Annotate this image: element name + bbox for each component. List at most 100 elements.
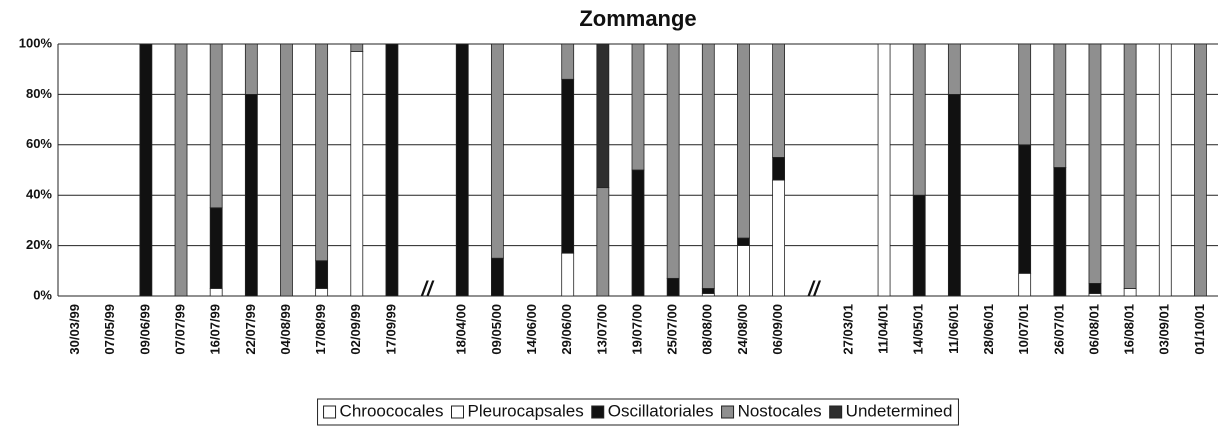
axis-break: //: [807, 278, 822, 300]
bar-segment: [701, 43, 715, 289]
legend-swatch: [323, 405, 337, 419]
bar-segment: [877, 43, 891, 297]
legend-swatch: [829, 405, 843, 419]
bar-segment: [1018, 144, 1032, 274]
x-tick-label: 02/09/99: [348, 304, 363, 355]
bar-segment: [315, 260, 329, 289]
legend-label: Chroococales: [340, 401, 444, 420]
bar-segment: [1053, 43, 1067, 168]
x-tick-label: 16/07/99: [208, 304, 223, 355]
bar-segment: [350, 43, 364, 52]
bar-segment: [1123, 288, 1137, 297]
bar-segment: [737, 245, 750, 297]
bar-segment: [912, 43, 926, 196]
x-tick-label: 06/08/01: [1086, 304, 1101, 355]
legend: Chroococales Pleurocapsales Oscillatoriale…: [317, 398, 959, 426]
legend-label: Pleurocapsales: [468, 401, 584, 420]
bar-segment: [947, 94, 961, 297]
x-tick-label: 08/08/00: [700, 304, 715, 355]
x-tick-label: 14/05/01: [911, 304, 926, 355]
bar-segment: [1053, 167, 1067, 297]
bar-segment: [1018, 272, 1032, 297]
bar-segment: [596, 43, 610, 189]
bar-segment: [1123, 43, 1137, 289]
bar-segment: [209, 43, 223, 209]
bar-segment: [772, 43, 786, 158]
y-tick-label: 100%: [19, 35, 53, 50]
bar-segment: [280, 43, 293, 297]
x-tick-label: 29/06/00: [559, 304, 574, 355]
bar-segment: [737, 237, 750, 246]
x-tick-label: 17/08/99: [313, 304, 328, 355]
x-tick-label: 07/05/99: [102, 304, 117, 355]
x-tick-label: 16/08/01: [1122, 304, 1137, 355]
legend-swatch: [451, 405, 464, 419]
x-tick-label: 25/07/00: [665, 304, 680, 355]
axis-break: //: [421, 278, 436, 300]
bar-segment: [490, 43, 504, 259]
bar-segment: [244, 43, 258, 95]
bar-segment: [209, 207, 223, 289]
x-tick-label: 09/06/99: [137, 304, 152, 355]
bar-segment: [315, 43, 329, 262]
bar-segment: [737, 43, 750, 239]
legend-label: Undetermined: [846, 401, 953, 420]
bar-segment: [631, 169, 645, 297]
bar-segment: [631, 43, 645, 171]
y-tick-label: 40%: [26, 187, 52, 202]
bar-segment: [1088, 43, 1102, 284]
y-tick-label: 80%: [26, 86, 52, 101]
legend-label: Nostocales: [738, 401, 822, 420]
bar-segment: [561, 78, 575, 254]
bar-segment: [596, 187, 610, 297]
bar-segment: [139, 43, 153, 297]
bar-segment: [666, 277, 680, 297]
bar-segment: [772, 156, 786, 181]
bar-segment: [947, 43, 961, 95]
x-tick-label: 22/07/99: [243, 304, 258, 355]
bar-segment: [666, 43, 680, 279]
x-tick-label: 06/09/00: [770, 304, 785, 355]
bar-segment: [244, 94, 258, 297]
y-tick-label: 20%: [26, 237, 52, 252]
bar-segment: [315, 288, 329, 297]
bar-segment: [1018, 43, 1032, 146]
x-tick-label: 17/09/99: [383, 304, 398, 355]
x-tick-label: 14/06/00: [524, 304, 539, 355]
chart-title: Zommange: [579, 6, 696, 31]
bar-segment: [490, 257, 504, 297]
bar-segment: [209, 288, 223, 297]
bar-segment: [701, 288, 715, 294]
x-tick-label: 24/08/00: [735, 304, 750, 355]
x-tick-label: 13/07/00: [594, 304, 609, 355]
bar-segment: [385, 43, 399, 297]
legend-box: [317, 398, 959, 426]
bar-segment: [350, 51, 364, 297]
bar-segment: [1088, 282, 1102, 294]
bar-segment: [455, 43, 469, 297]
bar-segment: [772, 179, 786, 297]
legend-label: Oscillatoriales: [608, 401, 714, 420]
bar-segment: [174, 43, 188, 297]
x-tick-label: 03/09/01: [1157, 304, 1172, 355]
legend-swatch: [591, 405, 605, 419]
x-tick-label: 10/07/01: [1016, 304, 1031, 355]
x-tick-label: 18/04/00: [454, 304, 469, 355]
x-tick-label: 04/08/99: [278, 304, 293, 355]
x-tick-label: 11/04/01: [875, 304, 890, 354]
x-tick-label: 30/03/99: [67, 304, 82, 355]
y-tick-label: 60%: [26, 136, 52, 151]
bar-segment: [561, 43, 575, 80]
x-tick-label: 19/07/00: [629, 304, 644, 355]
bar-segment: [1158, 43, 1172, 297]
x-tick-label: 09/05/00: [489, 304, 504, 355]
x-tick-label: 11/06/01: [946, 304, 961, 354]
bar-segment: [561, 252, 575, 297]
x-tick-label: 01/10/01: [1192, 304, 1207, 355]
x-tick-label: 26/07/01: [1051, 304, 1066, 355]
legend-swatch: [721, 405, 735, 419]
bar-segment: [1194, 43, 1207, 297]
y-tick-label: 0%: [33, 287, 52, 302]
x-tick-label: 07/07/99: [172, 304, 187, 355]
